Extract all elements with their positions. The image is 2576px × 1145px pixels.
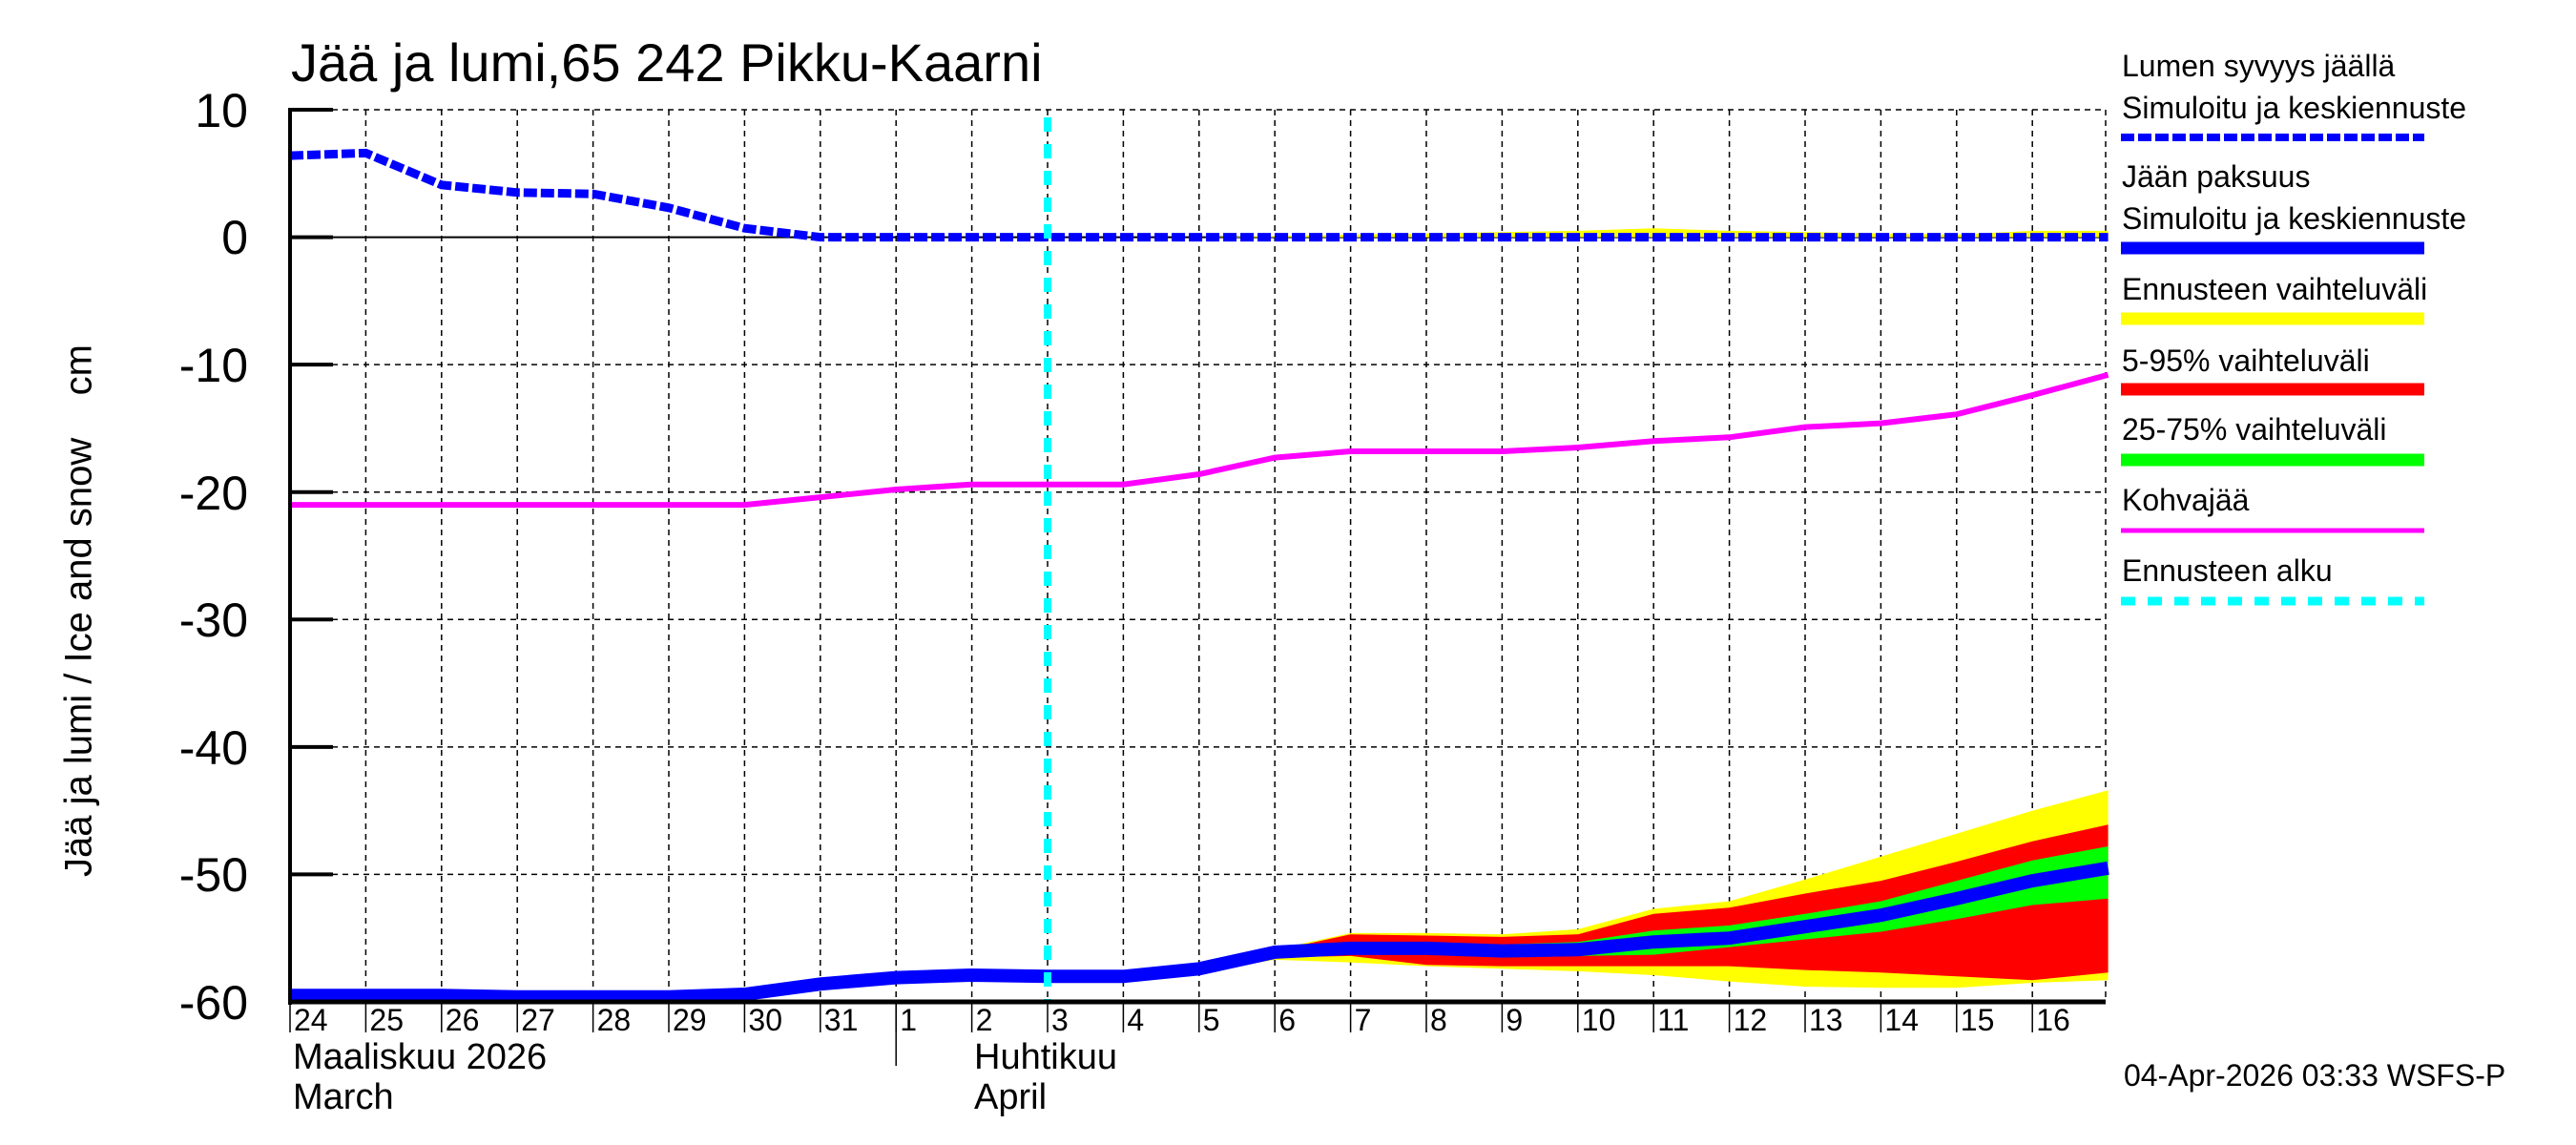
x-tick: 9 [1506, 1003, 1524, 1037]
legend-p25-75: 25-75% vaihteluväli [2122, 412, 2387, 447]
y-tick: -50 [178, 848, 248, 902]
x-tick: 15 [1960, 1003, 1995, 1037]
legend-slush: Kohvajää [2122, 483, 2250, 517]
x-tick: 2 [975, 1003, 993, 1037]
data-lines [289, 117, 2109, 1004]
x-tick: 6 [1278, 1003, 1296, 1037]
legend-swatches [2121, 134, 2424, 606]
x-tick: 5 [1202, 1003, 1220, 1037]
x-tick: 24 [294, 1003, 328, 1037]
legend-snow-sub: Simuloitu ja keskiennuste [2122, 91, 2467, 125]
y-tick: -40 [178, 721, 248, 775]
x-tick: 14 [1884, 1003, 1919, 1037]
y-tick: -20 [178, 467, 248, 520]
x-tick: 29 [673, 1003, 707, 1037]
x-tick: 26 [445, 1003, 480, 1037]
legend-snow-title: Lumen syvyys jäällä [2122, 49, 2396, 83]
x-tick: 4 [1127, 1003, 1145, 1037]
x-tick: 30 [748, 1003, 782, 1037]
x-tick: 3 [1051, 1003, 1069, 1037]
month-label-april-en: April [974, 1077, 1048, 1117]
legend-p5-95: 5-95% vaihteluväli [2122, 344, 2370, 378]
axes [288, 108, 2106, 1066]
y-tick: -60 [178, 976, 248, 1030]
timestamp-footer: 04-Apr-2026 03:33 WSFS-P [2124, 1058, 2506, 1093]
legend-ice-sub: Simuloitu ja keskiennuste [2122, 201, 2467, 236]
x-tick: 12 [1733, 1003, 1768, 1037]
x-tick: 25 [369, 1003, 404, 1037]
grid-lines [290, 109, 2107, 1002]
chart-title: Jää ja lumi,65 242 Pikku-Kaarni [291, 32, 1043, 93]
y-axis-label: Jää ja lumi / Ice and snow cm [57, 344, 100, 878]
legend-ice-title: Jään paksuus [2122, 159, 2311, 194]
x-tick: 7 [1354, 1003, 1372, 1037]
y-tick: 0 [221, 211, 248, 264]
x-tick: 11 [1657, 1003, 1690, 1037]
x-tick: 16 [2036, 1003, 2070, 1037]
month-label-march-en: March [293, 1077, 394, 1117]
y-tick: -30 [178, 593, 248, 647]
x-tick: 1 [900, 1003, 917, 1037]
legend-range: Ennusteen vaihteluväli [2122, 272, 2428, 306]
month-label-march-fi: Maaliskuu 2026 [293, 1037, 548, 1077]
x-tick: 13 [1809, 1003, 1843, 1037]
x-tick: 8 [1430, 1003, 1447, 1037]
legend-forecast-start: Ennusteen alku [2122, 553, 2333, 588]
y-tick: 10 [195, 84, 248, 137]
x-tick: 27 [521, 1003, 555, 1037]
x-tick: 28 [596, 1003, 632, 1037]
x-tick: 31 [823, 1003, 859, 1037]
month-label-april-fi: Huhtikuu [974, 1037, 1117, 1077]
x-tick: 10 [1581, 1003, 1616, 1037]
y-tick: -10 [178, 339, 248, 392]
